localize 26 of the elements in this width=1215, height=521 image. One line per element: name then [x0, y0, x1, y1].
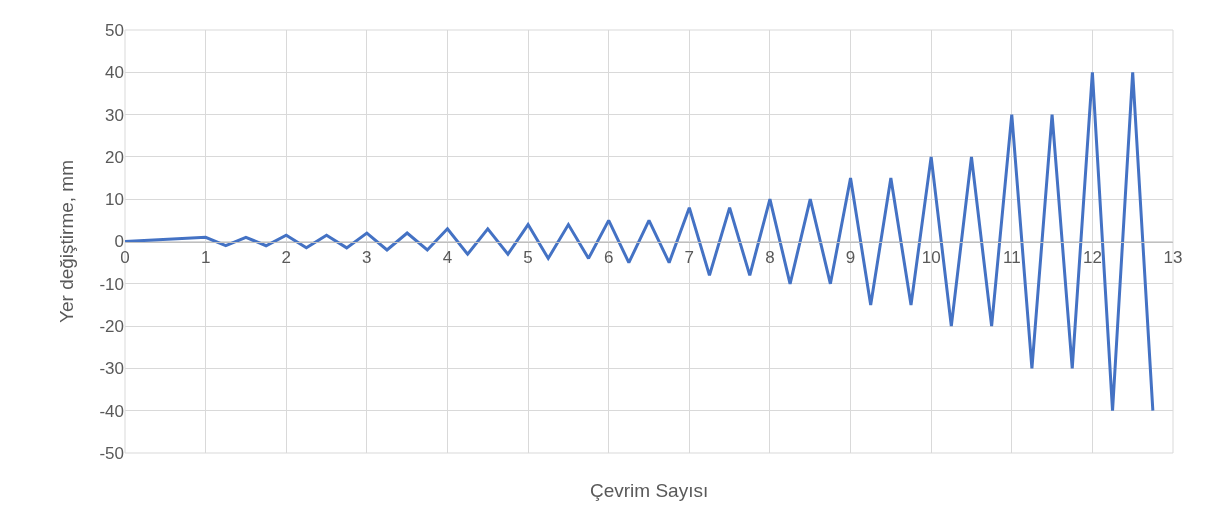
- x-tick-label: 12: [1082, 247, 1102, 267]
- x-tick-label: 8: [765, 247, 775, 267]
- x-tick-label: 10: [921, 247, 941, 267]
- x-tick-label: 13: [1163, 247, 1183, 267]
- y-tick-label: -10: [99, 274, 124, 294]
- y-tick-label: 50: [105, 20, 124, 40]
- y-tick-label: 20: [105, 147, 124, 167]
- y-tick-label: -40: [99, 401, 124, 421]
- x-tick-label: 9: [845, 247, 856, 267]
- y-tick-label: -30: [99, 359, 124, 379]
- y-tick-label: 30: [105, 105, 124, 125]
- x-tick-label: 2: [281, 247, 291, 267]
- y-tick-label: -20: [99, 317, 124, 337]
- y-tick-label: 10: [105, 190, 124, 210]
- x-tick-label: 6: [603, 247, 614, 267]
- x-tick-label: 1: [200, 247, 211, 267]
- x-tick-label: 7: [684, 247, 695, 267]
- y-tick-label: 0: [114, 232, 124, 252]
- x-axis-title: Çevrim Sayısı: [590, 480, 709, 501]
- x-tick-label: 4: [442, 247, 453, 267]
- x-tick-label: 5: [523, 247, 533, 267]
- x-tick-label: 11: [1002, 247, 1021, 267]
- y-axis-title: Yer değiştirme, mm: [56, 160, 78, 323]
- y-tick-label: -50: [99, 443, 124, 463]
- y-tick-label: 40: [105, 63, 124, 83]
- x-tick-label: 3: [362, 247, 372, 267]
